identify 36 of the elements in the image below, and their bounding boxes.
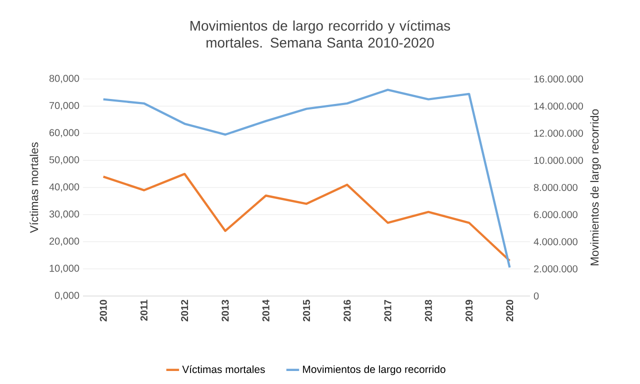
x-tick-label: 2017 — [384, 300, 392, 322]
y2-tick-label: 10.000.000 — [534, 156, 583, 164]
y2-tick-label: 6.000.000 — [534, 211, 578, 218]
y-tick-label: 60,000 — [50, 129, 80, 138]
x-tick-label: 2014 — [262, 300, 270, 322]
y-tick-label: 20,000 — [50, 238, 80, 246]
x-tick-label: 2012 — [181, 300, 188, 322]
x-tick-label: 2020 — [506, 300, 514, 322]
y2-tick-label: 2.000.000 — [534, 265, 578, 272]
y2-tick-label: 8.000.000 — [534, 184, 578, 192]
y2-tick-label: 16.000.000 — [534, 75, 583, 83]
x-tick-label: 2013 — [222, 300, 229, 322]
y2-tick-label: 0 — [534, 292, 539, 300]
y-axis-title: Víctimas mortales — [30, 142, 38, 233]
x-tick-label: 2018 — [424, 300, 432, 322]
legend-label: Movimientos de largo recorrido — [303, 365, 446, 376]
y-tick-label: 70,000 — [50, 102, 80, 110]
y-tick-label: 80,000 — [49, 74, 80, 84]
chart-title: Movimientos de largo recorrido y víctimas mortales. Semana Santa 2010-2020 — [190, 20, 450, 48]
line-series — [102, 172, 511, 262]
x-tick-label: 2015 — [302, 300, 310, 322]
y-tick-label: 30,000 — [49, 210, 80, 219]
x-tick-label: 2019 — [466, 300, 473, 322]
legend-label: Víctimas mortales — [182, 365, 265, 374]
y-tick-label: 50,000 — [49, 156, 80, 164]
y-tick-label: 10,000 — [50, 264, 80, 273]
y2-tick-label: 12.000.000 — [534, 130, 583, 137]
y2-axis-title: Movimientos de largo recorrido — [590, 109, 601, 266]
x-tick-label: 2011 — [140, 300, 148, 321]
y-tick-label: 40,000 — [49, 183, 80, 192]
y2-tick-label: 14.000.000 — [534, 102, 583, 110]
x-tick-label: 2016 — [344, 300, 351, 322]
y2-tick-label: 4.000.000 — [534, 238, 578, 246]
y-tick-label: 0,000 — [54, 292, 80, 300]
line-series — [102, 88, 511, 269]
x-tick-label: 2010 — [100, 300, 107, 322]
